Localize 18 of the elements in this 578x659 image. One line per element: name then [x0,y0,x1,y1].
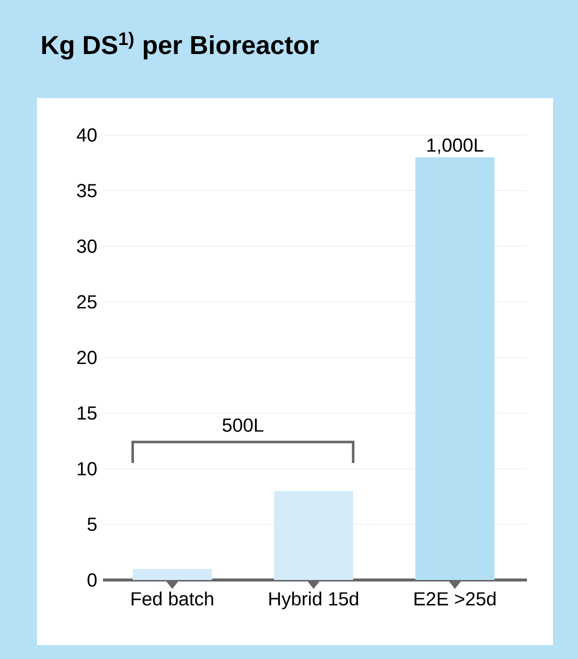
annotation: 1,000L [427,138,484,154]
bar [274,490,354,580]
annotation: 500L [222,418,264,432]
x-tick-label: Hybrid 15d [269,592,358,610]
y-tick-label: 0 [88,573,97,587]
y-tick-label: 40 [76,128,97,142]
y-tick-label: 30 [77,240,97,253]
y-tick-label: 25 [77,295,97,309]
y-tick-label: 20 [77,350,97,364]
y-tick-label: 5 [88,518,97,531]
chart-title: Kg DS$^{1)}$ per Bioreactor [42,32,319,60]
bar [132,568,212,580]
y-tick-label: 10 [78,462,97,476]
bar [415,157,494,580]
y-tick-label: 15 [78,406,97,420]
x-tick-label: Fed batch [132,592,214,606]
x-tick-label: E2E >25d [414,592,496,606]
y-tick-label: 35 [77,184,97,198]
